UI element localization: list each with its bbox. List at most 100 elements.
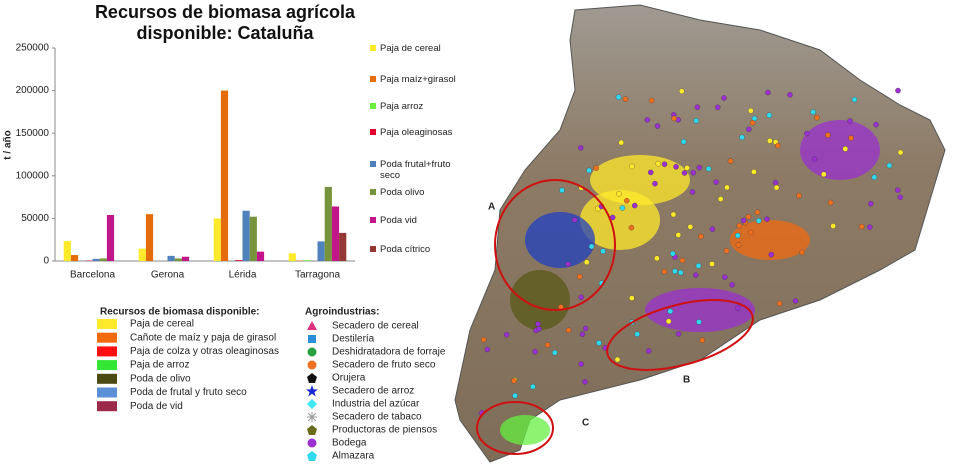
map-point <box>717 196 724 202</box>
map-point <box>740 217 747 224</box>
map-point <box>677 269 684 276</box>
bar <box>249 216 257 261</box>
legend-label: Bodega <box>332 438 367 449</box>
legend-label: Secadero de arroz <box>332 386 414 397</box>
map-point <box>814 114 820 121</box>
map-point <box>696 319 702 325</box>
map-point <box>532 349 538 355</box>
map-point <box>629 295 635 301</box>
legend-symbol <box>307 321 317 330</box>
map-point <box>772 179 779 186</box>
map-point <box>559 187 565 194</box>
map-point <box>571 217 578 223</box>
map-point <box>709 226 716 232</box>
map-point <box>661 161 668 167</box>
map-point <box>705 166 712 172</box>
map-point <box>582 325 589 332</box>
legend-symbol <box>307 373 317 383</box>
legend-swatch <box>97 401 117 412</box>
map-point <box>631 202 638 209</box>
legend-title: Recursos de biomasa disponible: <box>100 307 259 318</box>
legend-swatch <box>370 45 376 51</box>
legend-label: Poda de frutal y fruto seco <box>130 387 247 398</box>
legend-swatch <box>97 373 117 384</box>
map-point <box>792 298 799 304</box>
map-area <box>510 270 570 330</box>
map-point <box>645 348 652 354</box>
map-point <box>675 232 682 238</box>
map-point <box>796 192 802 199</box>
map-point <box>867 224 873 230</box>
map-point <box>745 214 752 220</box>
map-point <box>897 194 904 200</box>
legend-label: Paja de arroz <box>130 360 189 371</box>
map-features: A B C <box>476 87 904 455</box>
map-point <box>724 184 730 191</box>
map-point <box>565 261 571 267</box>
map-area <box>500 415 550 445</box>
map-point <box>614 356 621 363</box>
legend-symbol <box>307 347 317 357</box>
bar <box>339 232 347 261</box>
legend-swatch <box>370 246 376 252</box>
map-point <box>830 223 836 229</box>
map-point <box>713 179 719 185</box>
y-tick-label: 200000 <box>16 85 50 96</box>
map-point <box>787 92 793 98</box>
legend-symbol <box>307 360 317 370</box>
map-point <box>680 138 687 145</box>
map-point <box>748 108 754 114</box>
map-point <box>709 261 715 267</box>
bar <box>324 186 332 261</box>
map-point <box>736 222 743 229</box>
bar <box>213 218 221 261</box>
map-point <box>765 89 771 96</box>
map-point <box>749 120 756 126</box>
legend-swatch <box>370 129 376 135</box>
map-point <box>665 318 672 325</box>
legend-swatch <box>97 319 117 329</box>
x-tick-label: Barcelona <box>70 270 115 281</box>
map-region <box>454 4 946 463</box>
map-point <box>727 158 734 164</box>
map-point <box>619 205 626 211</box>
map-point <box>480 336 487 343</box>
map-point <box>544 342 551 348</box>
legend-title: Agroindustrias: <box>305 307 379 318</box>
map-point <box>693 117 699 124</box>
map-point <box>593 165 599 171</box>
map-point <box>776 300 783 307</box>
map-point <box>810 109 816 115</box>
map-point <box>811 156 818 162</box>
bar <box>63 240 71 261</box>
bar <box>288 253 296 261</box>
map-point <box>671 115 677 122</box>
map-point <box>690 169 697 176</box>
legend-label: Poda frutal+fruto seco <box>380 159 451 181</box>
bar <box>303 260 311 261</box>
map-highlight <box>606 299 754 371</box>
map-point <box>535 321 541 327</box>
legend-label: Paja arroz <box>380 101 424 112</box>
map-point <box>842 146 849 152</box>
x-tick-label: Gerona <box>151 270 185 281</box>
map-point <box>729 282 735 288</box>
map-point <box>578 361 584 367</box>
map-point <box>767 138 773 144</box>
map-point <box>624 197 630 204</box>
legend-label: Secadero de fruto seco <box>332 360 436 371</box>
map-point <box>578 145 584 151</box>
map-point <box>799 249 806 256</box>
map-point <box>600 248 606 254</box>
map-point <box>747 229 754 236</box>
map-point <box>679 257 686 264</box>
legend-label: Poda vid <box>380 215 417 226</box>
legend-label: Poda cítrico <box>380 244 431 255</box>
legend-label: Secadero de tabaco <box>332 412 422 423</box>
bar <box>138 248 146 261</box>
legend-label: Cañote de maíz y paja de girasol <box>130 332 276 343</box>
legend-swatch <box>370 76 376 82</box>
legend-swatch <box>370 217 376 223</box>
map-point <box>746 126 752 133</box>
